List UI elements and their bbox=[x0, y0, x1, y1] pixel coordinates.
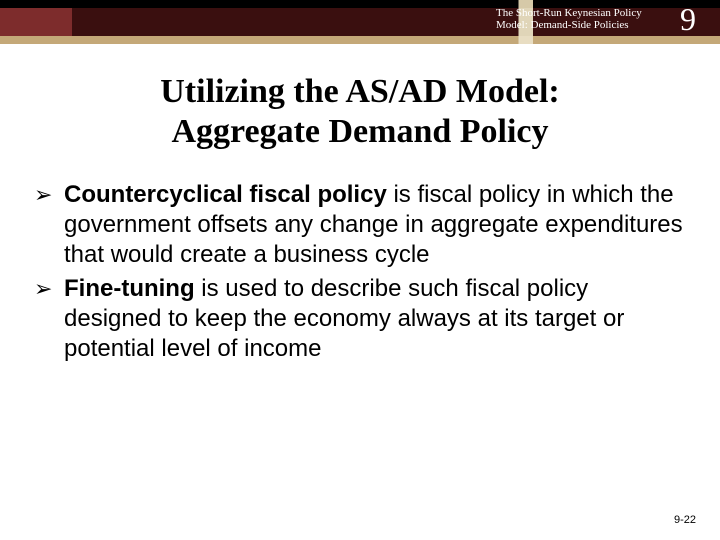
bullet-bold-term: Fine-tuning bbox=[64, 275, 195, 302]
title-line1: Utilizing the AS/AD Model: bbox=[160, 73, 559, 110]
header-bar: The Short-Run Keynesian Policy Model: De… bbox=[0, 0, 720, 44]
header-subtitle: The Short-Run Keynesian Policy Model: De… bbox=[492, 2, 662, 36]
slide-title: Utilizing the AS/AD Model: Aggregate Dem… bbox=[0, 72, 720, 152]
header-subtitle-line1: The Short-Run Keynesian Policy bbox=[496, 7, 658, 19]
header-subtitle-line2: Model: Demand-Side Policies bbox=[496, 19, 658, 31]
list-item: Countercyclical fiscal policy is fiscal … bbox=[30, 180, 690, 270]
page-number: 9-22 bbox=[674, 514, 696, 526]
header-stripe-bottom bbox=[0, 36, 720, 44]
chapter-number: 9 bbox=[666, 0, 710, 40]
title-line2: Aggregate Demand Policy bbox=[171, 113, 548, 150]
list-item: Fine-tuning is used to describe such fis… bbox=[30, 274, 690, 364]
bullet-list: Countercyclical fiscal policy is fiscal … bbox=[0, 180, 720, 364]
bullet-bold-term: Countercyclical fiscal policy bbox=[64, 181, 387, 208]
